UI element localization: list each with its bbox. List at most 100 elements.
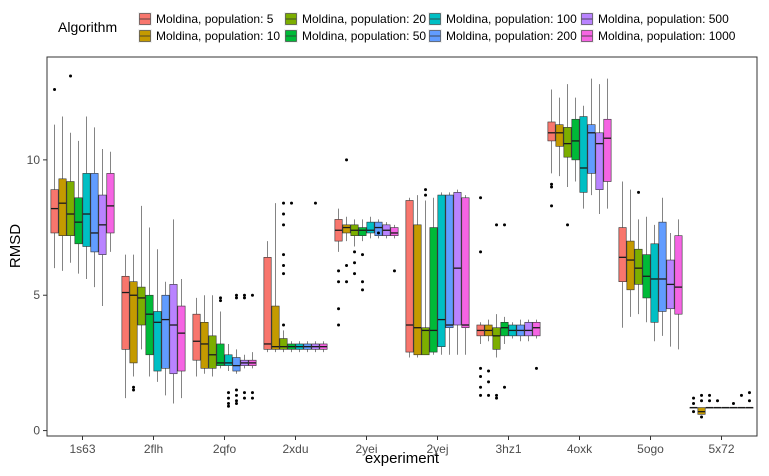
outlier-point [282, 212, 286, 216]
legend-item: Moldina, population: 500 [580, 12, 729, 26]
legend-label: Moldina, population: 10 [156, 29, 280, 43]
outlier-point [495, 393, 499, 397]
box-body [232, 357, 241, 372]
box-body [555, 124, 564, 147]
box-body [429, 227, 438, 353]
boxplot-box [484, 319, 493, 397]
outlier-point [424, 193, 428, 197]
boxplot-box [453, 189, 462, 355]
outlier-point [250, 293, 254, 297]
outlier-point [361, 253, 365, 257]
box-body [129, 281, 138, 364]
outlier-point [566, 223, 570, 227]
box-body [161, 294, 170, 369]
outlier-point [747, 399, 751, 403]
y-tick-label: 10 [27, 153, 41, 167]
outlier-point [487, 393, 491, 397]
box-body [224, 354, 233, 366]
box-group-2yei [334, 158, 399, 327]
boxplot-box [476, 196, 485, 397]
boxplot-box [429, 197, 438, 355]
outlier-point [132, 388, 136, 392]
box-body [66, 181, 75, 236]
outlier-point [219, 296, 223, 300]
boxplot-box [74, 140, 83, 274]
legend-item: Moldina, population: 20 [284, 12, 426, 26]
box-body [200, 321, 209, 369]
box-body [547, 121, 556, 142]
boxplot-box [58, 116, 67, 271]
box-group-2flh [121, 205, 186, 404]
outlier-point [282, 253, 286, 257]
outlier-point [708, 393, 712, 397]
outlier-point [637, 190, 641, 194]
outlier-point [234, 293, 238, 297]
boxplot-box [295, 341, 304, 353]
boxplot-groups [50, 74, 754, 419]
x-tick-label: 2yei [355, 442, 377, 456]
box-body [492, 327, 501, 350]
boxplot-box [674, 219, 683, 350]
boxplot-box [626, 189, 635, 317]
outlier-point [495, 223, 499, 227]
outlier-point [282, 323, 286, 327]
box-body [390, 227, 399, 236]
boxplot-box [650, 224, 659, 342]
outlier-point [692, 396, 696, 400]
outlier-point [250, 391, 254, 395]
box-body [524, 321, 533, 337]
outlier-point [747, 391, 751, 395]
boxplot-box [216, 296, 225, 369]
boxplot-box [240, 293, 249, 400]
box-body [571, 118, 580, 161]
outlier-point [479, 393, 483, 397]
boxplot-box [366, 216, 375, 239]
box-body [216, 343, 225, 366]
boxplot-box [200, 295, 209, 374]
outlier-point [479, 374, 483, 378]
outlier-point [700, 393, 704, 397]
box-group-1s63 [50, 74, 115, 307]
outlier-point [692, 402, 696, 406]
boxplot-box [555, 97, 564, 177]
box-body [626, 240, 635, 291]
box-body [587, 124, 596, 174]
box-body [650, 243, 659, 323]
boxplot-box [350, 219, 359, 276]
box-body [90, 173, 99, 253]
outlier-point [550, 204, 554, 208]
box-body [603, 118, 612, 182]
boxplot-box [508, 322, 517, 339]
box-body [595, 132, 604, 190]
outlier-point [731, 402, 735, 406]
outlier-point [692, 410, 696, 414]
boxplot-box [319, 341, 328, 353]
outlier-point [290, 201, 294, 205]
y-tick-label: 5 [33, 288, 40, 302]
boxplot-box [689, 396, 698, 414]
outlier-point [250, 396, 254, 400]
boxplot-box [106, 151, 115, 252]
boxplot-box [461, 195, 470, 355]
boxplot-box [705, 393, 714, 409]
boxplot-box [421, 188, 430, 356]
box-body [437, 194, 446, 347]
box-body [618, 227, 627, 282]
outlier-point [313, 201, 317, 205]
boxplot-box [342, 158, 351, 284]
box-body [413, 224, 422, 356]
y-axis-title: RMSD [7, 224, 24, 268]
box-body [279, 338, 288, 350]
boxplot-box [137, 205, 146, 350]
box-body [263, 257, 272, 350]
box-body [74, 197, 83, 245]
boxplot-box [248, 293, 257, 400]
box-body [82, 173, 91, 247]
x-tick-label: 2xdu [282, 442, 308, 456]
box-body [453, 192, 462, 326]
boxplot-box [587, 78, 596, 196]
box-body [374, 221, 383, 236]
box-body [358, 227, 367, 236]
boxplot-box [303, 341, 312, 353]
outlier-point [226, 404, 230, 408]
